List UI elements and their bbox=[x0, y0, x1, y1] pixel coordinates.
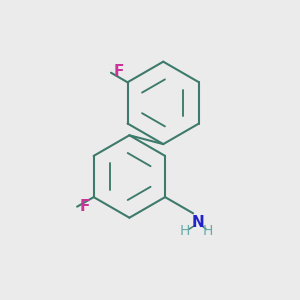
Text: F: F bbox=[114, 64, 124, 79]
Text: H: H bbox=[179, 224, 190, 238]
Text: H: H bbox=[203, 224, 213, 238]
Text: F: F bbox=[80, 199, 90, 214]
Text: N: N bbox=[192, 214, 205, 230]
